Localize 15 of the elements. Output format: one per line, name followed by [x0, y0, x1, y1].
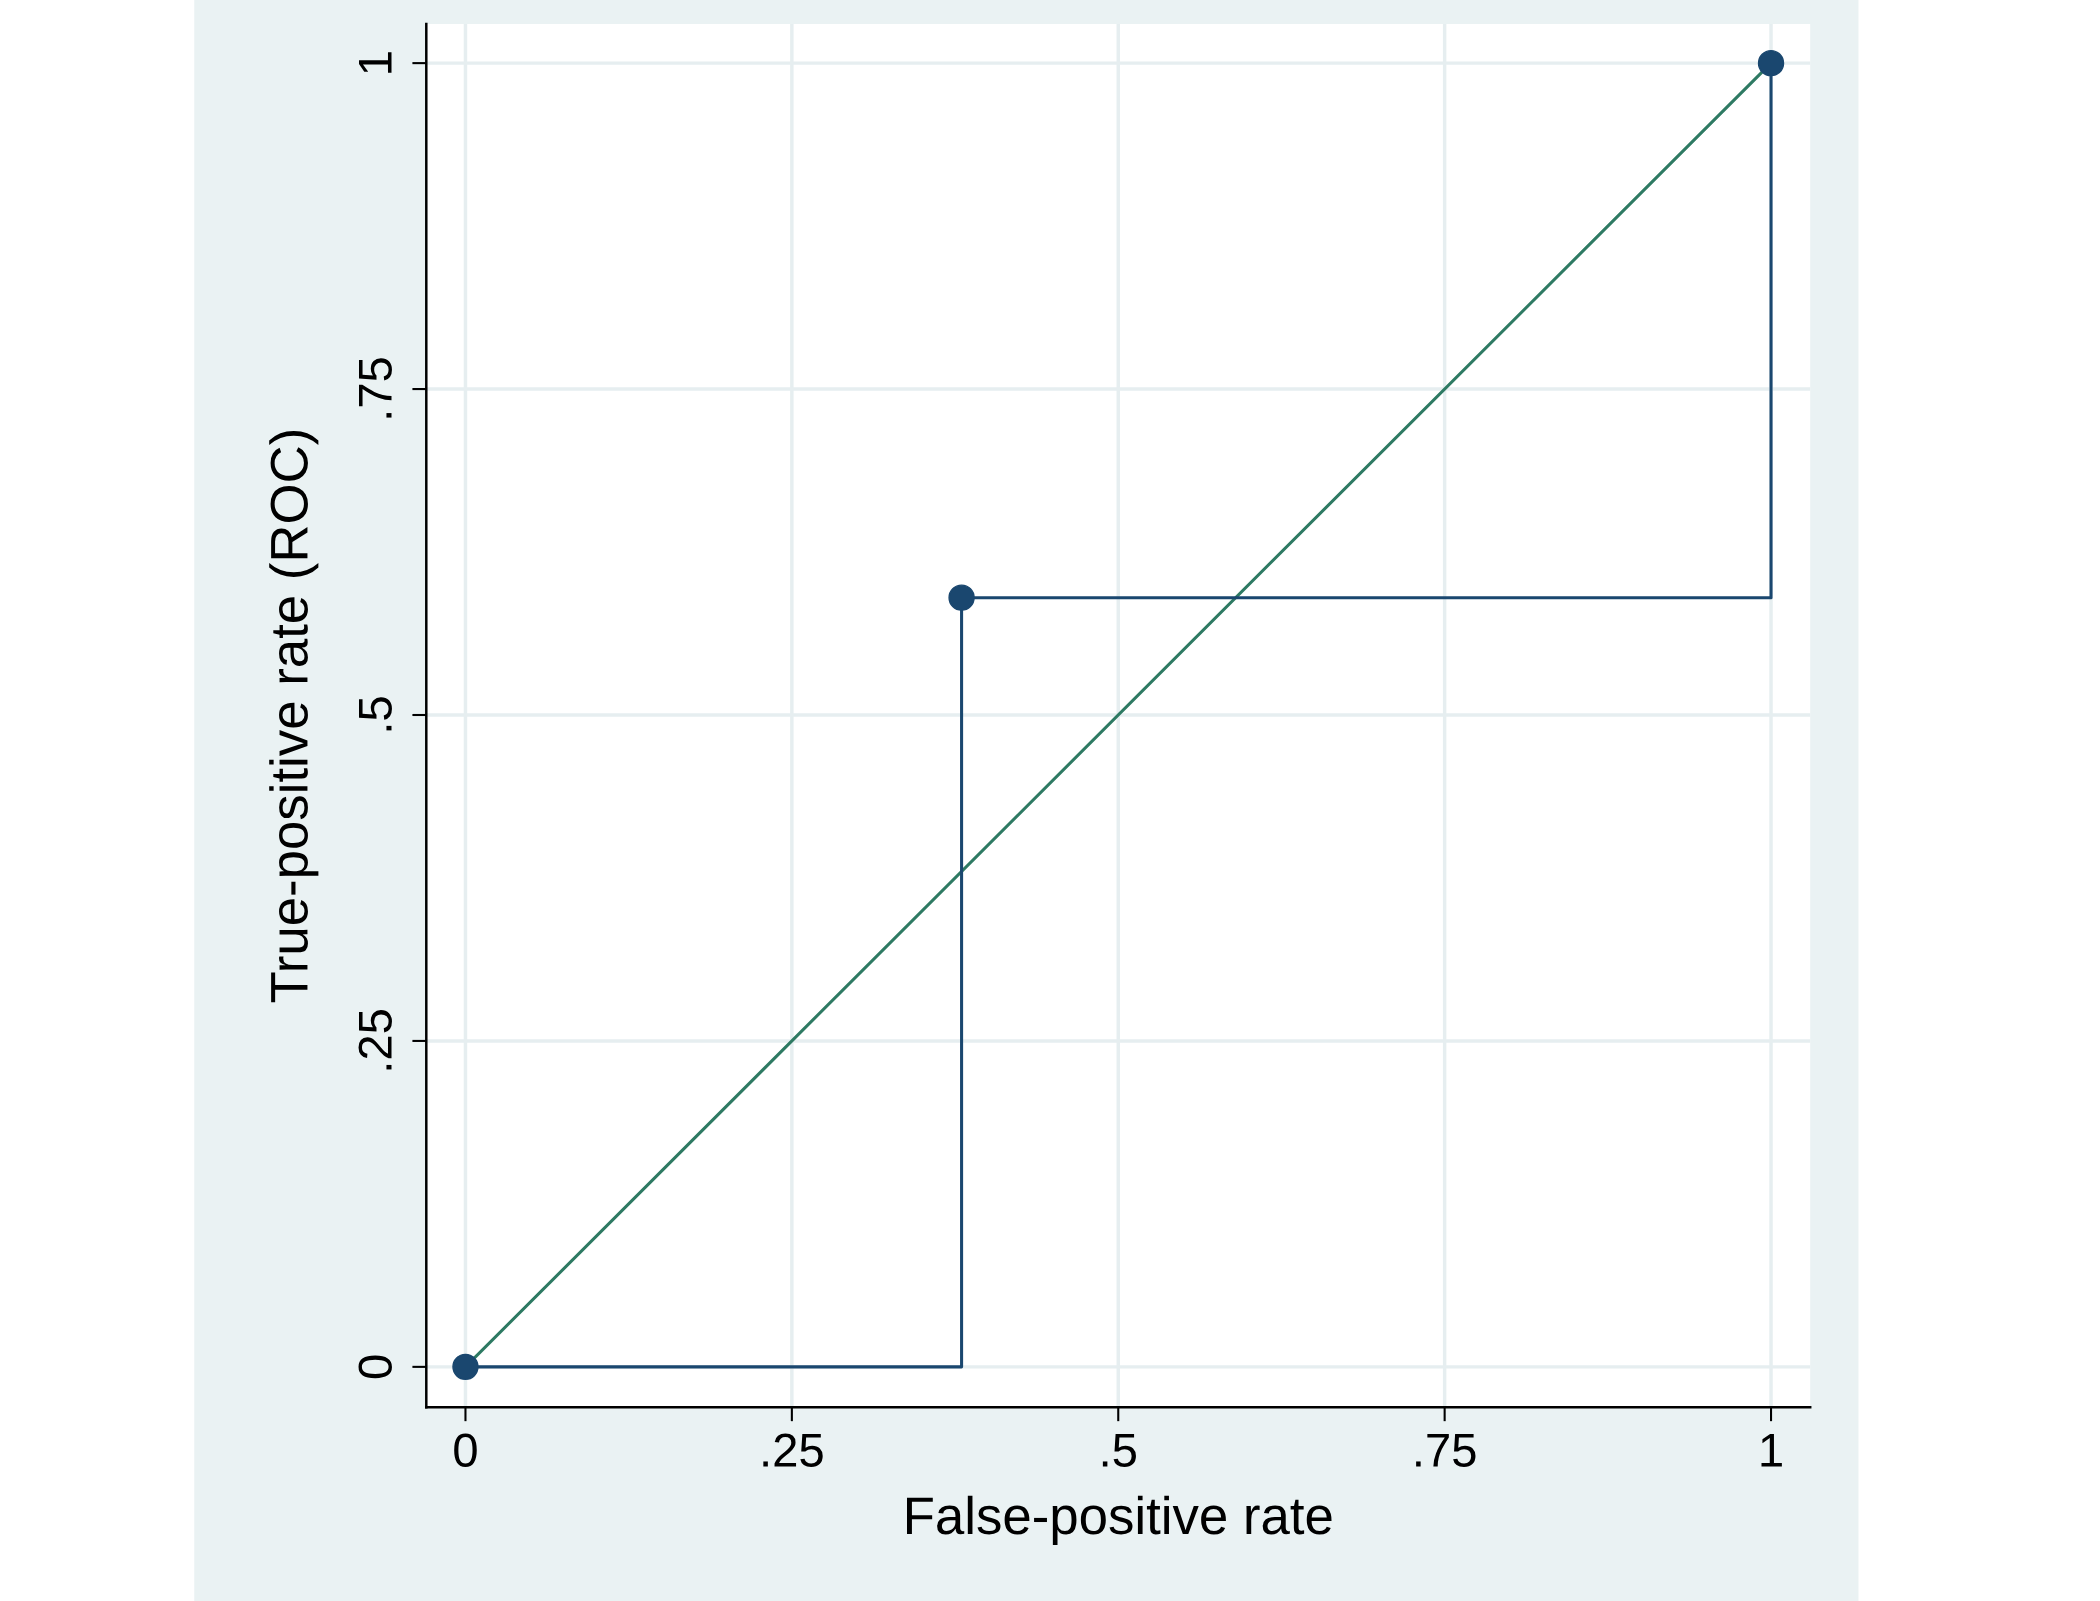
- y-tick-label: 1: [359, 52, 392, 73]
- y-tick-label: .5: [359, 697, 392, 731]
- x-tick-label: .25: [763, 1433, 823, 1467]
- x-axis-title: False-positive rate: [907, 1495, 1332, 1545]
- y-axis-title: True-positive rate (ROC): [269, 431, 319, 1003]
- x-tick-label: 0: [454, 1433, 477, 1467]
- y-tick-label: .75: [359, 358, 392, 418]
- point: [1757, 49, 1785, 77]
- point: [452, 1353, 479, 1381]
- y-tick-label: .25: [358, 1010, 392, 1070]
- x-tick-label: .5: [1102, 1434, 1136, 1467]
- y-tick-label: 0: [358, 1355, 392, 1379]
- point: [948, 584, 975, 611]
- x-tick-label: 1: [1761, 1434, 1782, 1467]
- x-tick-label: .75: [1416, 1434, 1476, 1467]
